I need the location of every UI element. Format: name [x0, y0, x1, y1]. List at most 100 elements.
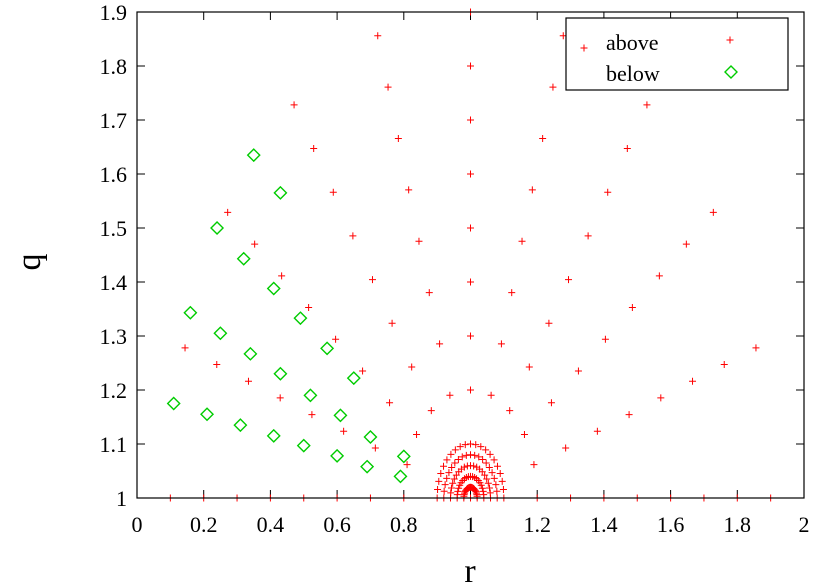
point-above [482, 446, 490, 454]
point-above [499, 486, 507, 494]
point-above [441, 481, 449, 489]
point-above [440, 462, 448, 470]
x-tick-label: 0.2 [190, 512, 218, 537]
point-above [479, 456, 487, 464]
point-above [448, 463, 456, 471]
plot-frame [136, 11, 805, 499]
y-tick-label: 1.5 [100, 216, 128, 241]
x-tick-label: 1.4 [590, 512, 618, 537]
point-above [682, 240, 690, 248]
point-above [447, 484, 455, 492]
point-below [296, 438, 311, 453]
point-above [456, 481, 464, 489]
point-below [320, 341, 335, 356]
point-above [388, 319, 396, 327]
point-above [574, 367, 582, 375]
point-above [374, 32, 382, 40]
point-above [720, 361, 728, 369]
point-below [210, 221, 225, 235]
point-above [508, 289, 516, 297]
point-above [403, 461, 411, 469]
point-above [488, 469, 496, 477]
point-above [528, 186, 536, 194]
point-above [479, 487, 487, 495]
x-tick-label: 1.6 [657, 512, 685, 537]
point-below [273, 366, 288, 381]
point-above [455, 484, 463, 492]
point-above [482, 459, 490, 467]
legend-marker-above [580, 44, 588, 52]
point-above [462, 451, 470, 459]
y-tick-label: 1.2 [100, 378, 128, 403]
point-below [330, 448, 345, 463]
point-above [463, 462, 471, 470]
x-tick-label: 2 [799, 512, 810, 537]
point-below [363, 429, 378, 444]
point-above [471, 451, 479, 459]
point-below [183, 305, 198, 320]
point-above [530, 461, 538, 469]
point-above [625, 411, 633, 419]
point-below [266, 281, 281, 296]
point-above [467, 170, 474, 178]
point-above [709, 208, 717, 216]
point-above [308, 411, 316, 419]
y-tick-label: 1.7 [100, 108, 128, 133]
point-above [213, 361, 221, 369]
point-above [181, 344, 189, 352]
point-above [475, 453, 483, 461]
point-above [472, 441, 480, 449]
point-above [454, 456, 462, 464]
point-above [604, 188, 612, 196]
legend-markers [580, 36, 738, 79]
point-above [490, 456, 498, 464]
point-above [446, 391, 454, 399]
point-above [451, 459, 459, 467]
point-above [467, 116, 474, 124]
point-above [487, 391, 495, 399]
point-above [492, 481, 500, 489]
point-below [243, 346, 258, 361]
point-above [601, 335, 609, 343]
legend: above below [565, 17, 789, 91]
point-above [498, 477, 506, 485]
point-above [305, 304, 313, 312]
point-above [506, 407, 514, 415]
point-above [628, 304, 636, 312]
y-tick-label: 1.9 [100, 0, 128, 25]
point-above [394, 135, 402, 143]
legend-marker-above [726, 36, 734, 44]
point-above [443, 456, 451, 464]
point-above [329, 188, 337, 196]
point-above [518, 237, 526, 245]
point-above [584, 232, 592, 240]
point-above [434, 486, 442, 494]
point-above [593, 427, 601, 435]
point-below [360, 459, 375, 474]
point-above [473, 463, 481, 471]
point-above [539, 135, 547, 143]
point-above [451, 446, 459, 454]
point-above [461, 488, 469, 496]
point-above [525, 363, 533, 371]
point-above [484, 479, 492, 487]
point-above [752, 344, 760, 352]
point-above [478, 484, 486, 492]
point-above [427, 407, 435, 415]
point-below [293, 311, 308, 326]
point-above [456, 443, 464, 451]
point-above [483, 475, 491, 483]
point-above [440, 487, 448, 495]
point-above [447, 450, 455, 458]
point-below [236, 251, 251, 266]
legend-label-below: below [606, 61, 660, 86]
point-above [490, 474, 498, 482]
point-above [467, 386, 474, 394]
point-below [213, 326, 228, 341]
point-above [443, 474, 451, 482]
y-tick-label: 1.8 [100, 54, 128, 79]
point-above [486, 450, 494, 458]
point-below [266, 428, 281, 443]
point-above [276, 394, 284, 402]
x-tick-label: 0.4 [257, 512, 285, 537]
